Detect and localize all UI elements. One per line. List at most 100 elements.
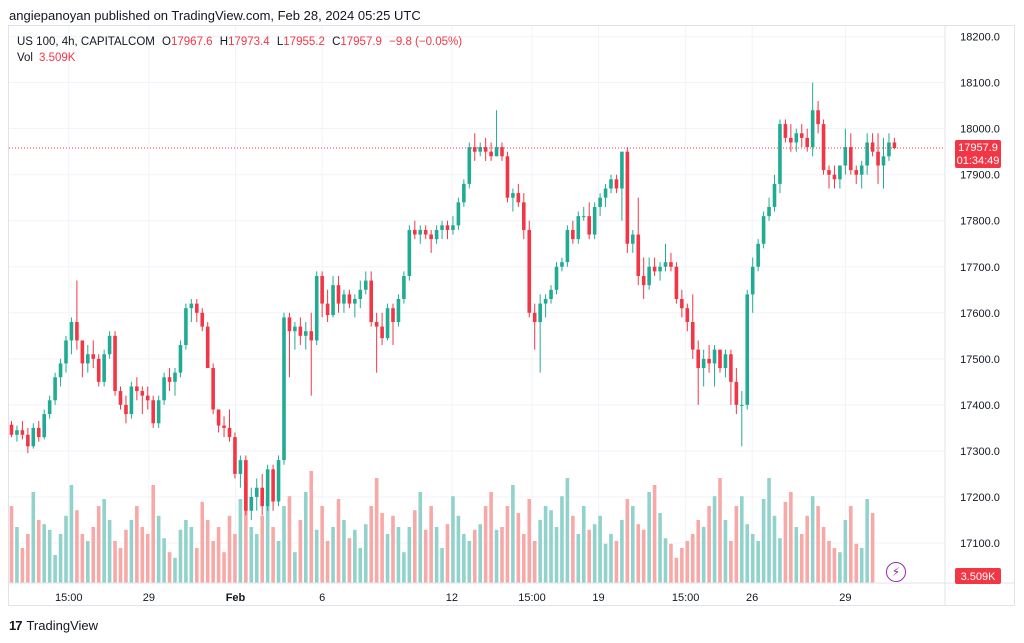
candle-body	[96, 358, 101, 382]
chart-legend: US 100, 4h, CAPITALCOM O17967.6 H17973.4…	[17, 34, 462, 66]
candle-body	[783, 124, 788, 138]
volume-bar	[827, 541, 831, 583]
candle-body	[418, 229, 423, 235]
candle	[211, 363, 215, 415]
candle-body	[598, 197, 602, 207]
candle	[483, 137, 488, 161]
volume-bar	[200, 501, 205, 583]
candle	[102, 349, 106, 387]
lightning-icon[interactable]: ⚡	[886, 562, 906, 582]
candle-body	[254, 487, 259, 497]
candle-body	[124, 404, 128, 415]
candle	[527, 220, 532, 318]
candle-body	[750, 266, 755, 295]
candle	[445, 220, 450, 240]
candle-body	[849, 147, 853, 171]
volume-bar	[511, 485, 515, 583]
volume-bar	[320, 506, 324, 583]
volume-tag: 3.509K	[955, 568, 1001, 584]
volume-bar	[91, 527, 96, 583]
volume-bar	[587, 529, 591, 583]
candle	[227, 409, 232, 442]
tv-logo-text: TradingView	[26, 618, 99, 633]
candle-body	[609, 179, 613, 189]
candle	[42, 409, 46, 440]
candle	[342, 289, 346, 313]
volume-bar	[358, 548, 363, 583]
volume-bar	[658, 513, 662, 583]
candle-body	[249, 496, 254, 511]
volume-bar	[631, 506, 635, 583]
candle	[434, 225, 439, 244]
volume-label: Vol	[17, 52, 33, 64]
volume-bar	[434, 527, 439, 583]
candle	[549, 285, 553, 304]
candle	[565, 225, 570, 267]
volume-bar	[816, 506, 820, 583]
volume-bar	[276, 541, 281, 583]
candle	[522, 193, 526, 240]
candle-body	[91, 354, 96, 359]
candle	[772, 174, 777, 212]
candle-body	[789, 137, 793, 143]
volume-bar	[472, 529, 477, 583]
candle	[690, 294, 695, 359]
volume-bar	[712, 496, 717, 583]
tradingview-logo[interactable]: 17 TradingView	[9, 618, 98, 633]
x-tick-label: 29	[143, 592, 155, 604]
volume-bar	[342, 520, 346, 583]
candle-body	[184, 308, 188, 346]
volume-bar	[576, 534, 581, 583]
candle-body	[892, 142, 897, 149]
candle	[113, 331, 117, 396]
candle	[331, 275, 335, 318]
volume-bar	[413, 510, 417, 583]
candle	[740, 391, 744, 447]
volume-bar	[854, 543, 859, 583]
volume-tag-value: 3.509K	[961, 571, 997, 583]
candle-body	[854, 170, 859, 175]
candle	[429, 229, 433, 253]
candle-body	[718, 349, 722, 369]
candle	[838, 165, 842, 189]
candle	[554, 262, 559, 295]
candle	[810, 82, 815, 157]
candle-body	[298, 326, 303, 336]
volume-bar	[244, 478, 248, 583]
candle	[511, 188, 515, 212]
candle	[478, 142, 482, 157]
candle	[31, 423, 36, 449]
candle	[652, 257, 657, 276]
volume-bar	[838, 552, 842, 583]
volume-bar	[418, 492, 423, 583]
volume-bar	[145, 534, 150, 583]
volume-bar	[102, 499, 106, 583]
close-value: 17957.9	[340, 36, 382, 48]
candle	[576, 211, 581, 244]
candle-body	[832, 174, 837, 180]
x-tick-label: 29	[839, 592, 851, 604]
candle-body	[669, 262, 673, 267]
candle-body	[565, 229, 570, 263]
volume-bars	[9, 471, 875, 583]
candle	[178, 340, 183, 378]
volume-bar	[254, 534, 259, 583]
candle-body	[516, 193, 521, 203]
candle-body	[189, 303, 194, 309]
candle-body	[304, 331, 308, 336]
candle	[729, 349, 733, 405]
candle	[614, 174, 619, 194]
candle-body	[701, 358, 706, 369]
candle-body	[385, 308, 390, 339]
volume-bar	[407, 527, 412, 583]
volume-bar	[843, 520, 848, 583]
candle-body	[353, 298, 357, 304]
candle	[145, 386, 150, 410]
volume-bar	[80, 534, 85, 583]
chart-frame[interactable]	[8, 25, 1015, 606]
volume-bar	[500, 527, 504, 583]
candle	[363, 271, 368, 295]
candle	[494, 110, 499, 157]
candle-body	[80, 340, 85, 364]
